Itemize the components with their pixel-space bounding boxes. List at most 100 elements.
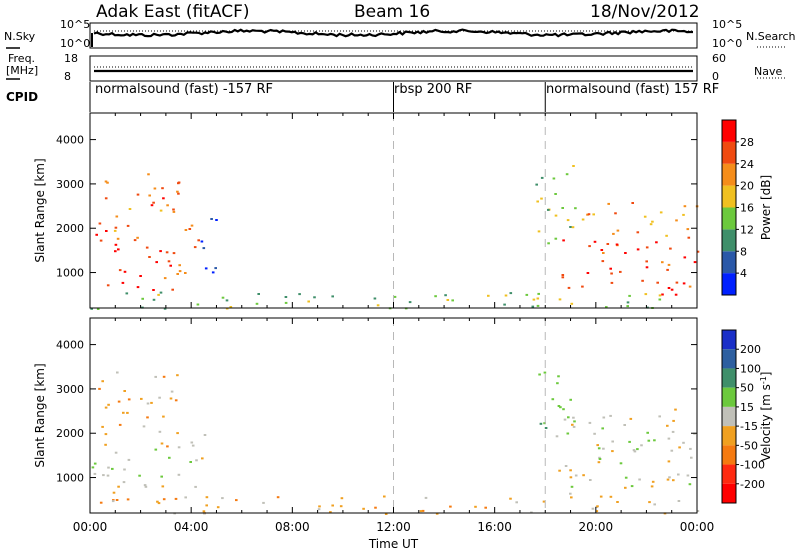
- power-cell: [532, 298, 536, 301]
- velocity-cell: [122, 481, 126, 484]
- velocity-cell: [682, 441, 685, 444]
- velocity-cell: [658, 415, 661, 418]
- velocity-cell: [591, 507, 595, 510]
- velocity-cell: [98, 387, 101, 390]
- power-cell: [536, 297, 540, 300]
- power-cell: [117, 248, 120, 251]
- velocity-cell: [93, 462, 97, 465]
- velocity-cell: [562, 408, 565, 411]
- velocity-cell: [419, 510, 423, 513]
- power-cell: [600, 249, 604, 251]
- velocity-cell: [123, 390, 126, 392]
- power-cell: [540, 176, 544, 179]
- freq-label-top: Freq.: [8, 52, 36, 65]
- power-colorbar-tick-label: 4: [740, 267, 747, 280]
- power-cell: [643, 215, 647, 218]
- velocity-cell: [623, 424, 626, 426]
- power-colorbar-tick-label: 12: [740, 223, 754, 236]
- velocity-cell: [677, 500, 681, 502]
- power-cell: [178, 270, 182, 273]
- power-cell: [536, 200, 539, 203]
- power-colorbar-swatch: [722, 163, 736, 186]
- power-cell: [683, 205, 687, 208]
- power-cell: [408, 301, 412, 304]
- velocity-cell: [484, 506, 487, 509]
- power-cell: [612, 232, 615, 235]
- velocity-cell: [166, 445, 169, 448]
- power-cell: [540, 197, 543, 200]
- freq-left-tick-bottom: 8: [64, 70, 71, 83]
- power-ytick-label: 3000: [56, 178, 84, 191]
- velocity-cell: [101, 380, 104, 383]
- x-tick-label: 08:00: [275, 520, 310, 534]
- freq-panel-frame: [89, 55, 698, 82]
- power-cell: [586, 213, 589, 216]
- velocity-cell: [557, 375, 560, 378]
- velocity-cell: [672, 479, 675, 482]
- power-cell: [504, 294, 508, 297]
- power-cell: [159, 250, 162, 253]
- power-cell: [566, 219, 570, 222]
- power-cell: [444, 294, 447, 297]
- power-cell: [614, 212, 617, 215]
- power-cell: [152, 201, 155, 204]
- velocity-cell: [190, 441, 194, 444]
- velocity-cell: [112, 491, 116, 494]
- velocity-colorbar-tick-label: 50: [740, 382, 754, 395]
- velocity-cell: [690, 456, 693, 459]
- power-cell: [177, 182, 180, 185]
- power-cell: [298, 293, 301, 296]
- velocity-cell: [235, 499, 238, 502]
- power-cell: [669, 247, 672, 250]
- velocity-cell: [162, 415, 165, 418]
- velocity-cell: [160, 442, 164, 445]
- velocity-cell: [331, 504, 334, 507]
- radar-title: Adak East (fitACF): [96, 2, 250, 22]
- power-cell: [152, 298, 156, 301]
- power-cell: [148, 194, 151, 197]
- velocity-cell: [111, 500, 115, 503]
- date-title: 18/Nov/2012: [590, 2, 700, 22]
- velocity-cell: [602, 447, 605, 450]
- power-cell: [95, 233, 98, 236]
- power-cell: [631, 202, 634, 204]
- velocity-cell: [667, 437, 671, 440]
- velocity-cell: [329, 511, 332, 514]
- velocity-cell: [158, 396, 161, 399]
- power-cell: [446, 299, 450, 301]
- velocity-colorbar-tick-label: -50: [740, 439, 758, 452]
- power-cell: [571, 226, 575, 229]
- velocity-cell: [569, 398, 572, 401]
- power-colorbar-swatch: [722, 141, 736, 164]
- velocity-cell: [424, 496, 428, 499]
- velocity-cell: [538, 373, 541, 376]
- power-cell: [214, 267, 217, 270]
- velocity-cell: [599, 495, 603, 498]
- velocity-cell: [205, 496, 209, 499]
- velocity-cell: [102, 474, 105, 477]
- velocity-cell: [544, 427, 548, 429]
- noise-right-tick-top: 10^5: [712, 18, 743, 31]
- velocity-cell: [609, 414, 612, 417]
- power-cell: [90, 307, 93, 310]
- velocity-cell: [567, 416, 570, 419]
- velocity-cell: [174, 497, 178, 500]
- velocity-cell: [122, 411, 125, 414]
- power-cell: [562, 239, 565, 242]
- velocity-cell: [435, 512, 439, 515]
- power-colorbar-tick-label: 28: [740, 136, 754, 149]
- power-cell: [152, 289, 155, 291]
- velocity-cell: [362, 507, 365, 510]
- power-cell: [210, 218, 213, 220]
- velocity-cell: [596, 444, 599, 447]
- power-cell: [118, 269, 122, 272]
- velocity-cell: [339, 505, 343, 508]
- power-cell: [605, 306, 608, 309]
- velocity-cell: [205, 504, 208, 507]
- velocity-cell: [633, 450, 637, 453]
- velocity-cell: [647, 439, 651, 442]
- velocity-cell: [569, 492, 572, 495]
- velocity-ytick-label: 3000: [56, 383, 84, 396]
- power-cell: [150, 204, 154, 207]
- noise-sky-trace: [93, 28, 693, 38]
